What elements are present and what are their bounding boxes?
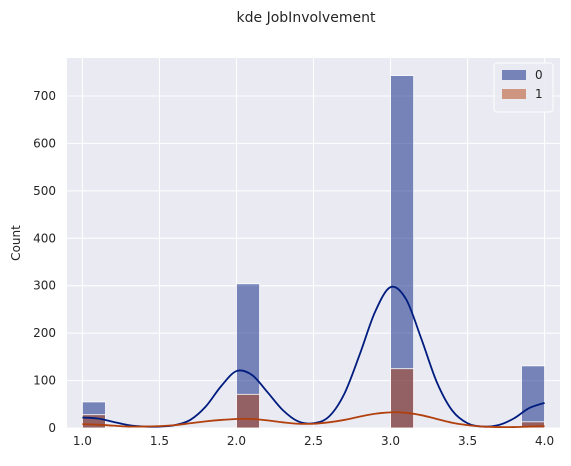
- x-axis-ticks: 1.0 1.5 2.0 2.5 3.0 3.5 4.0: [73, 434, 554, 448]
- y-tick-label: 500: [33, 184, 56, 198]
- y-tick-label: 700: [33, 89, 56, 103]
- histogram-bar-series-1: [82, 414, 106, 429]
- kde-line-series-1: [82, 411, 545, 429]
- legend-swatch-1: [502, 89, 526, 99]
- y-tick-label: 100: [33, 374, 56, 388]
- y-tick-label: 200: [33, 326, 56, 340]
- x-tick-label: 3.5: [458, 434, 477, 448]
- x-tick-label: 2.0: [227, 434, 246, 448]
- y-tick-label: 600: [33, 136, 56, 150]
- histogram-bar-series-1: [390, 368, 415, 429]
- histogram-bars: [82, 75, 545, 429]
- y-axis-ticks: 0 100 200 300 400 500 600 700: [33, 89, 56, 435]
- kde-curves: [82, 285, 545, 429]
- chart-title: kde JobInvolvement: [237, 10, 376, 26]
- y-axis-label: Count: [9, 225, 23, 261]
- legend-label-1: 1: [535, 87, 543, 101]
- x-tick-label: 2.5: [304, 434, 323, 448]
- y-tick-label: 0: [48, 421, 56, 435]
- gridlines: [67, 58, 560, 429]
- legend-swatch-0: [502, 70, 526, 80]
- x-tick-label: 1.0: [73, 434, 92, 448]
- histogram-bar-series-0: [521, 365, 545, 429]
- histogram-bar-series-1: [236, 393, 260, 429]
- legend-label-0: 0: [535, 68, 543, 82]
- y-tick-label: 400: [33, 231, 56, 245]
- x-tick-label: 3.0: [381, 434, 400, 448]
- histogram-bar-series-1: [521, 421, 545, 429]
- y-tick-label: 300: [33, 279, 56, 293]
- legend: 01: [493, 62, 554, 113]
- x-tick-label: 4.0: [535, 434, 554, 448]
- x-tick-label: 1.5: [150, 434, 169, 448]
